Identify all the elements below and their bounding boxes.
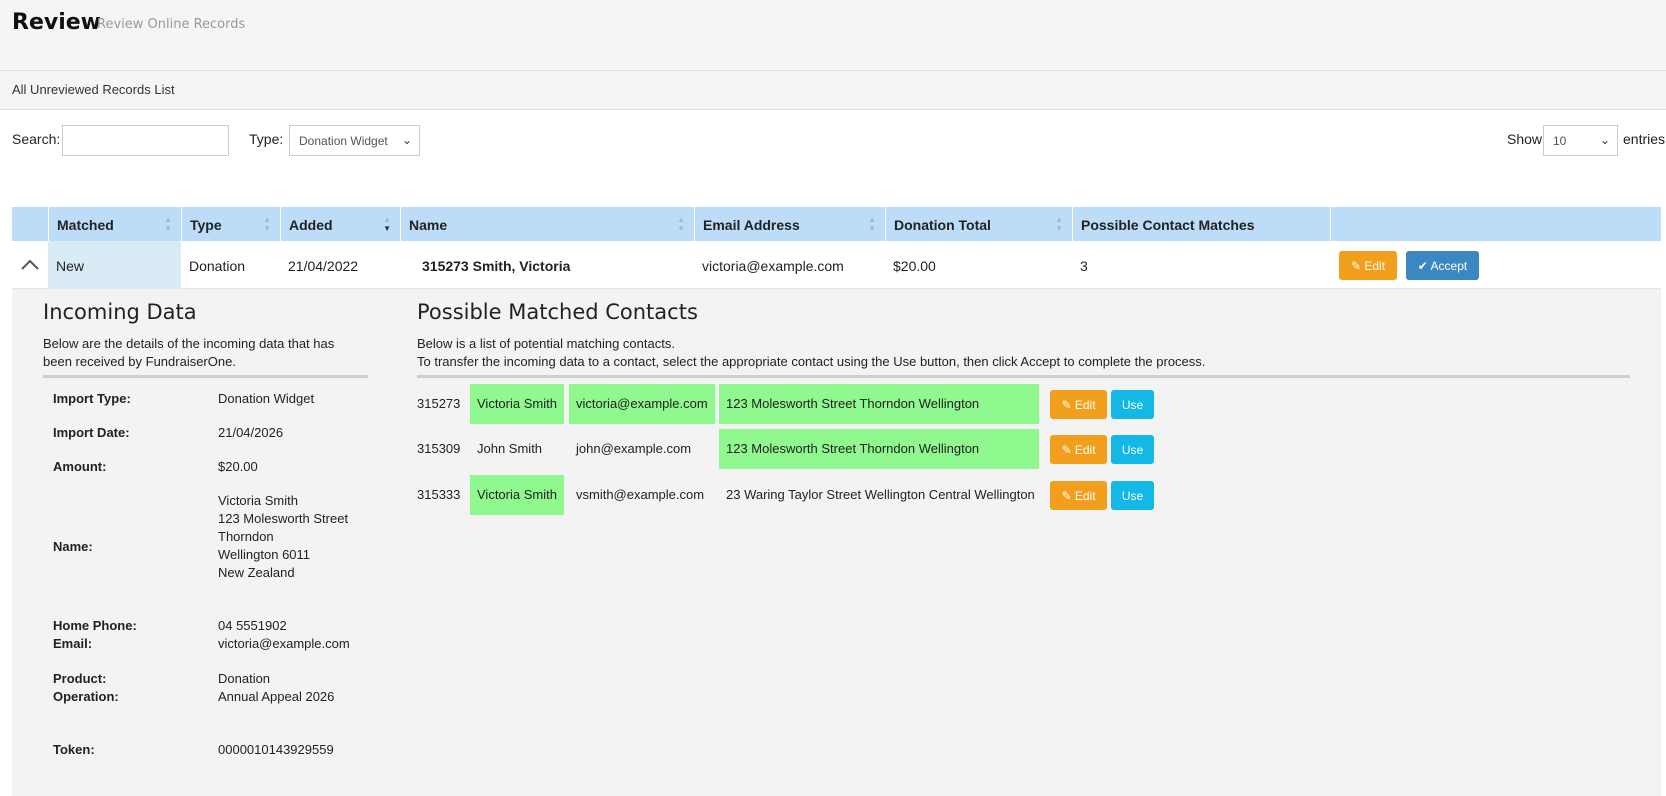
contact-name: Victoria Smith [470,384,564,424]
operation-label: Operation: [53,689,119,704]
type-select-value: Donation Widget [299,134,388,148]
table-row[interactable]: New Donation 21/04/2022 315273 Smith, Vi… [12,241,1661,289]
operation-value: Annual Appeal 2026 [218,689,335,704]
amount-label: Amount: [53,459,107,474]
edit-contact-button[interactable]: ✎ Edit [1050,390,1107,419]
pencil-icon: ✎ [1061,489,1072,503]
cell-possible-matches: 3 [1080,258,1088,274]
matched-contacts-description-1: Below is a list of potential matching co… [417,336,675,351]
cell-added: 21/04/2022 [288,258,359,274]
cell-matched: New [48,241,181,289]
divider [43,375,368,378]
home-phone-value: 04 5551902 [218,618,287,633]
chevron-down-icon: ⌄ [1599,133,1610,147]
edit-record-button[interactable]: ✎ Edit [1339,251,1397,280]
email-label: Email: [53,636,93,651]
cell-type: Donation [189,258,246,274]
search-input[interactable] [62,125,229,156]
incoming-data-description: Below are the details of the incoming da… [43,336,335,369]
edit-contact-button[interactable]: ✎ Edit [1050,481,1107,510]
sort-desc-icon: ▲ ▼ [383,215,391,233]
contact-email: victoria@example.com [569,384,715,424]
incoming-data-heading: Incoming Data [43,300,197,324]
record-detail-panel: Incoming Data Below are the details of t… [12,289,1661,796]
column-header-added[interactable]: Added ▲ ▼ [280,207,400,241]
sort-arrows-icon: ▲ ▼ [868,215,876,233]
column-header-name[interactable]: Name ▲ ▼ [400,207,694,241]
token-value: 0000010143929559 [218,742,334,757]
matched-contacts-description-2: To transfer the incoming data to a conta… [417,354,1206,369]
contact-address: 23 Waring Taylor Street Wellington Centr… [726,487,1035,502]
pencil-icon: ✎ [1061,398,1072,412]
chevron-down-icon: ⌄ [401,133,412,147]
name-label: Name: [53,539,93,554]
column-header-donation-total[interactable]: Donation Total ▲ ▼ [885,207,1072,241]
type-label: Type: [249,131,284,147]
page-size-value: 10 [1553,134,1567,148]
import-date-value: 21/04/2026 [218,425,284,440]
import-date-label: Import Date: [53,425,130,440]
section-title: All Unreviewed Records List [12,82,175,97]
page-header: Review Review Online Records [0,0,1666,71]
contact-address: 123 Molesworth Street Thorndon Wellingto… [719,384,1039,424]
use-contact-button[interactable]: Use [1111,435,1154,464]
product-label: Product: [53,671,107,686]
accept-button[interactable]: ✔ Accept [1406,251,1479,280]
pencil-icon: ✎ [1350,259,1362,273]
cell-email: victoria@example.com [702,258,844,274]
section-bar: All Unreviewed Records List [0,71,1666,110]
matched-contacts-heading: Possible Matched Contacts [417,300,698,324]
page-subtitle: Review Online Records [97,17,246,32]
sort-arrows-icon: ▲ ▼ [164,215,172,233]
use-contact-button[interactable]: Use [1111,390,1154,419]
sort-arrows-icon: ▲ ▼ [1055,215,1063,233]
column-header-actions [1330,207,1661,241]
page-title: Review [12,10,101,35]
divider [417,375,1630,378]
email-value: victoria@example.com [218,636,350,651]
contact-id: 315273 [417,396,461,411]
table-header: Matched ▲ ▼ Type ▲ ▼ Added ▲ ▼ Name ▲ ▼ Emai… [12,207,1661,241]
amount-value: $20.00 [218,459,258,474]
sort-arrows-icon: ▲ ▼ [263,215,271,233]
token-label: Token: [53,742,95,757]
contact-name: John Smith [477,441,543,456]
contact-address: 123 Molesworth Street Thorndon Wellingto… [719,429,1039,469]
column-header-possible-matches: Possible Contact Matches [1072,207,1330,241]
show-label: Show [1507,131,1543,147]
edit-contact-button[interactable]: ✎ Edit [1050,435,1107,464]
search-label: Search: [12,131,61,147]
column-header-matched[interactable]: Matched ▲ ▼ [48,207,181,241]
chevron-up-icon [21,259,39,270]
product-value: Donation [218,671,271,686]
records-panel: Search: Type: Donation Widget ⌄ Show 10 … [0,110,1666,796]
home-phone-label: Home Phone: [53,618,137,633]
type-select[interactable]: Donation Widget ⌄ [289,125,420,156]
use-contact-button[interactable]: Use [1111,481,1154,510]
expand-row-toggle[interactable] [12,241,48,289]
column-header-email[interactable]: Email Address ▲ ▼ [694,207,885,241]
name-address-value: Victoria Smith 123 Molesworth Street Tho… [218,493,349,580]
contact-email: vsmith@example.com [576,487,705,502]
cell-donation-total: $20.00 [893,258,936,274]
column-header-type[interactable]: Type ▲ ▼ [181,207,280,241]
import-type-label: Import Type: [53,391,131,406]
entries-label: entries [1623,131,1666,147]
contact-id: 315333 [417,487,461,502]
cell-name: 315273 Smith, Victoria [422,258,571,274]
import-type-value: Donation Widget [218,391,315,406]
page-size-select[interactable]: 10 ⌄ [1543,125,1618,156]
contact-email: john@example.com [576,441,692,456]
sort-arrows-icon: ▲ ▼ [677,215,685,233]
contact-id: 315309 [417,441,461,456]
pencil-icon: ✎ [1061,443,1072,457]
check-icon: ✔ [1417,259,1428,273]
contact-name: Victoria Smith [470,475,564,515]
